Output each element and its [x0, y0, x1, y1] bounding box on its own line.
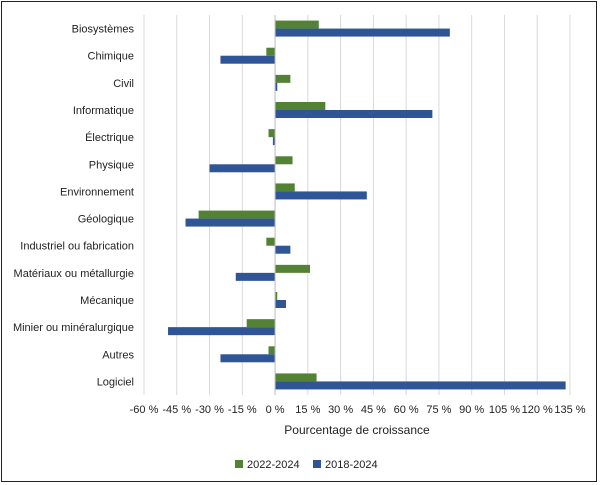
category-label: Chimique: [88, 51, 134, 63]
x-tick-label: 120 %: [522, 404, 553, 416]
bar-2022-2024-2: [275, 74, 291, 83]
category-label: Minier ou minéralurgique: [13, 322, 134, 334]
x-tick-label: 0 %: [266, 404, 285, 416]
x-axis-title: Pourcentage de croissance: [284, 423, 430, 437]
x-tick-label: -60 %: [130, 404, 159, 416]
gridlines: [143, 15, 571, 395]
bar-2018-2024-1: [220, 55, 276, 64]
bar-2022-2024-1: [266, 47, 276, 56]
bar-2022-2024-12: [268, 346, 276, 355]
bars: [168, 20, 566, 390]
category-label: Logiciel: [97, 376, 134, 388]
legend-swatch: [313, 460, 321, 468]
legend-swatch: [235, 460, 243, 468]
bar-2022-2024-9: [275, 264, 311, 273]
x-tick-labels: -60 % -45 % -30 % -15 % 0 % 15 % 30 % 45 % 60 % 7…: [130, 404, 586, 416]
category-label: Civil: [113, 78, 134, 90]
category-label: Environnement: [60, 186, 134, 198]
category-label: Mécanique: [80, 295, 134, 307]
category-label: Industriel ou fabrication: [20, 241, 134, 253]
bar-2018-2024-3: [275, 110, 433, 118]
bar-2022-2024-4: [268, 129, 276, 138]
x-tick-label: 105 %: [489, 404, 520, 416]
bar-2018-2024-12: [220, 354, 276, 363]
category-label: Autres: [102, 349, 134, 361]
bar-2018-2024-5: [209, 164, 276, 173]
x-tick-label: 15 %: [295, 404, 320, 416]
bar-2022-2024-6: [275, 183, 295, 192]
x-tick-label: 75 %: [426, 404, 451, 416]
bar-2022-2024-5: [275, 156, 293, 165]
x-tick-label: -15 %: [228, 404, 257, 416]
bar-2018-2024-8: [275, 245, 291, 254]
category-labels: Biosystèmes Chimique Civil Informatique Élec…: [13, 24, 135, 389]
bar-2018-2024-4: [272, 137, 276, 146]
bar-2018-2024-10: [275, 300, 286, 308]
x-tick-label: 30 %: [328, 404, 353, 416]
bar-2018-2024-13: [275, 381, 566, 390]
x-tick-label: -30 %: [195, 404, 224, 416]
bar-2022-2024-11: [246, 319, 276, 328]
bar-2022-2024-13: [275, 373, 317, 382]
x-tick-label: 45 %: [361, 404, 386, 416]
bar-2018-2024-7: [185, 218, 276, 227]
category-label: Biosystèmes: [72, 24, 135, 36]
x-tick-label: 90 %: [459, 404, 484, 416]
category-label: Informatique: [73, 105, 134, 117]
bar-2022-2024-3: [275, 102, 326, 110]
category-label: Physique: [89, 159, 134, 171]
bar-2018-2024-6: [275, 191, 367, 200]
x-tick-label: 135 %: [554, 404, 585, 416]
bar-2018-2024-11: [168, 327, 276, 336]
legend-label: 2018-2024: [325, 459, 378, 471]
bar-2018-2024-9: [235, 272, 276, 281]
bar-2022-2024-8: [266, 237, 276, 246]
category-label: Matériaux ou métallurgie: [14, 268, 134, 280]
x-tick-label: 60 %: [394, 404, 419, 416]
bar-2022-2024-0: [275, 20, 319, 29]
bar-2022-2024-10: [275, 292, 278, 300]
x-tick-label: -45 %: [162, 404, 191, 416]
bar-2022-2024-7: [198, 210, 276, 219]
legend-label: 2022-2024: [247, 459, 300, 471]
legend: 2022-2024 2018-2024: [235, 459, 378, 471]
bar-2018-2024-2: [275, 82, 278, 91]
category-label: Électrique: [85, 131, 134, 144]
category-label: Géologique: [78, 214, 134, 226]
bar-2018-2024-0: [275, 28, 450, 37]
